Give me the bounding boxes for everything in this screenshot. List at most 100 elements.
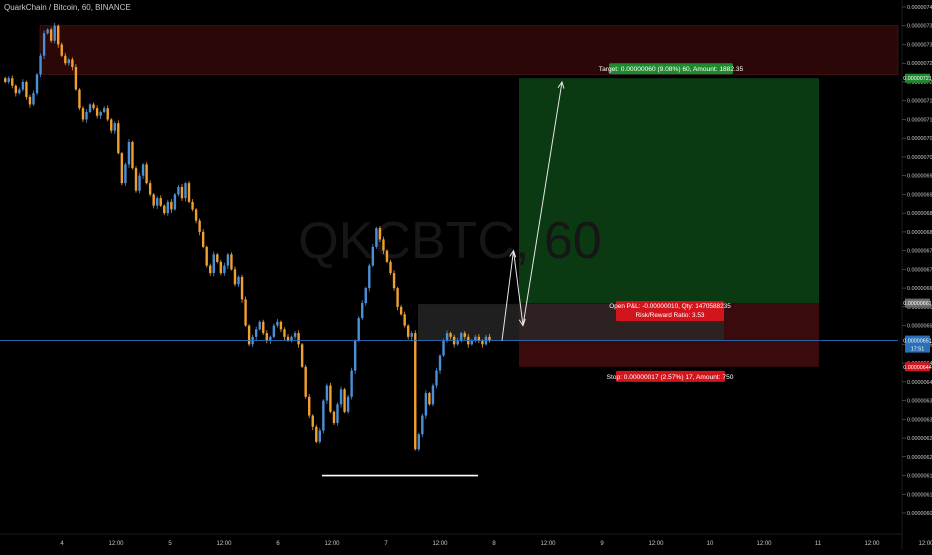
- candle-body: [194, 209, 198, 221]
- y-tick-label: 0.00000625: [907, 436, 932, 442]
- target-label-text: Target: 0.00000060 (9.08%) 60, Amount: 1…: [599, 66, 744, 73]
- candle-body: [131, 141, 134, 169]
- x-tick-label: 12:00: [432, 541, 448, 547]
- candle-body: [134, 168, 138, 191]
- candle: [350, 367, 353, 400]
- candle-body: [219, 261, 223, 274]
- candle: [414, 330, 417, 451]
- candle: [78, 88, 81, 111]
- candle-body: [318, 430, 322, 442]
- stop-label-text: Stop: 0.00000017 (2.57%) 17, Amount: 750: [607, 374, 734, 381]
- candle-body: [28, 96, 32, 105]
- candle-body: [78, 89, 81, 109]
- candle-body: [67, 59, 71, 64]
- target-zone[interactable]: [519, 78, 819, 304]
- supply-zone[interactable]: [39, 25, 899, 75]
- candle-body: [460, 333, 463, 341]
- candle-body: [141, 164, 145, 176]
- candle: [392, 270, 396, 291]
- candle: [431, 383, 435, 407]
- candle-body: [106, 108, 109, 120]
- candle: [230, 252, 233, 271]
- candle: [406, 324, 410, 340]
- candle: [265, 330, 268, 344]
- candle: [166, 199, 170, 216]
- stop-label-box: [616, 370, 725, 382]
- candle-body: [279, 321, 283, 330]
- candle-body: [159, 198, 162, 206]
- y-tick-label: 0.00000665: [907, 286, 932, 292]
- candle: [304, 364, 307, 399]
- candle-body: [88, 104, 92, 112]
- x-tick-label: 6: [276, 541, 280, 547]
- candle: [49, 27, 53, 43]
- candle-body: [442, 340, 445, 356]
- candle: [35, 73, 39, 96]
- candle: [336, 402, 339, 426]
- candle-body: [297, 333, 300, 345]
- candle-body: [470, 340, 474, 345]
- candle: [322, 399, 325, 434]
- candle: [269, 335, 272, 344]
- candle-body: [431, 385, 435, 405]
- candle: [102, 106, 106, 114]
- candle-body: [240, 276, 244, 300]
- risk-reward-text: Risk/Reward Ratio: 3.53: [636, 312, 705, 319]
- candle: [293, 331, 297, 340]
- y-tick-label: 0.00000695: [907, 174, 932, 180]
- candle-body: [364, 288, 367, 304]
- candle: [389, 259, 392, 276]
- candle-body: [290, 336, 293, 341]
- candle-body: [99, 111, 102, 116]
- candle: [283, 327, 286, 341]
- candle: [226, 253, 230, 269]
- candle-body: [368, 265, 371, 289]
- candle: [488, 334, 491, 343]
- candle-body: [57, 25, 60, 45]
- candle-body: [424, 393, 428, 416]
- candle: [375, 226, 378, 249]
- candle-body: [212, 254, 215, 274]
- candle: [382, 236, 385, 254]
- candle-body: [81, 108, 85, 120]
- candle-body: [449, 333, 452, 337]
- candle-body: [315, 426, 318, 442]
- candle-body: [7, 78, 10, 82]
- candle-body: [35, 74, 39, 94]
- candle-body: [92, 104, 95, 109]
- candle: [170, 199, 173, 213]
- candle-body: [117, 123, 120, 154]
- candle-body: [477, 336, 481, 341]
- y-tick-label: 0.00000635: [907, 399, 932, 405]
- current-price-box: [905, 335, 930, 353]
- x-tick-label: 9: [600, 541, 604, 547]
- candle-body: [304, 366, 307, 397]
- candle: [25, 80, 28, 100]
- candle: [343, 387, 346, 414]
- candle: [223, 262, 226, 276]
- candle: [21, 79, 25, 92]
- projection-path[interactable]: [501, 81, 563, 341]
- candle-body: [74, 66, 78, 90]
- arrowhead: [509, 249, 517, 258]
- x-tick-label: 12:00: [756, 541, 772, 547]
- x-tick-label: 12:00: [648, 541, 664, 547]
- candle-body: [300, 344, 304, 367]
- candle-body: [39, 55, 42, 75]
- candle-body: [191, 201, 194, 210]
- candle: [127, 139, 131, 168]
- candle: [272, 323, 276, 339]
- candle: [81, 106, 85, 123]
- x-tick-label: 12:00: [216, 541, 232, 547]
- candle: [32, 90, 35, 106]
- candle-body: [353, 340, 357, 371]
- candle: [180, 184, 184, 201]
- candle: [435, 367, 438, 389]
- candle: [53, 22, 56, 44]
